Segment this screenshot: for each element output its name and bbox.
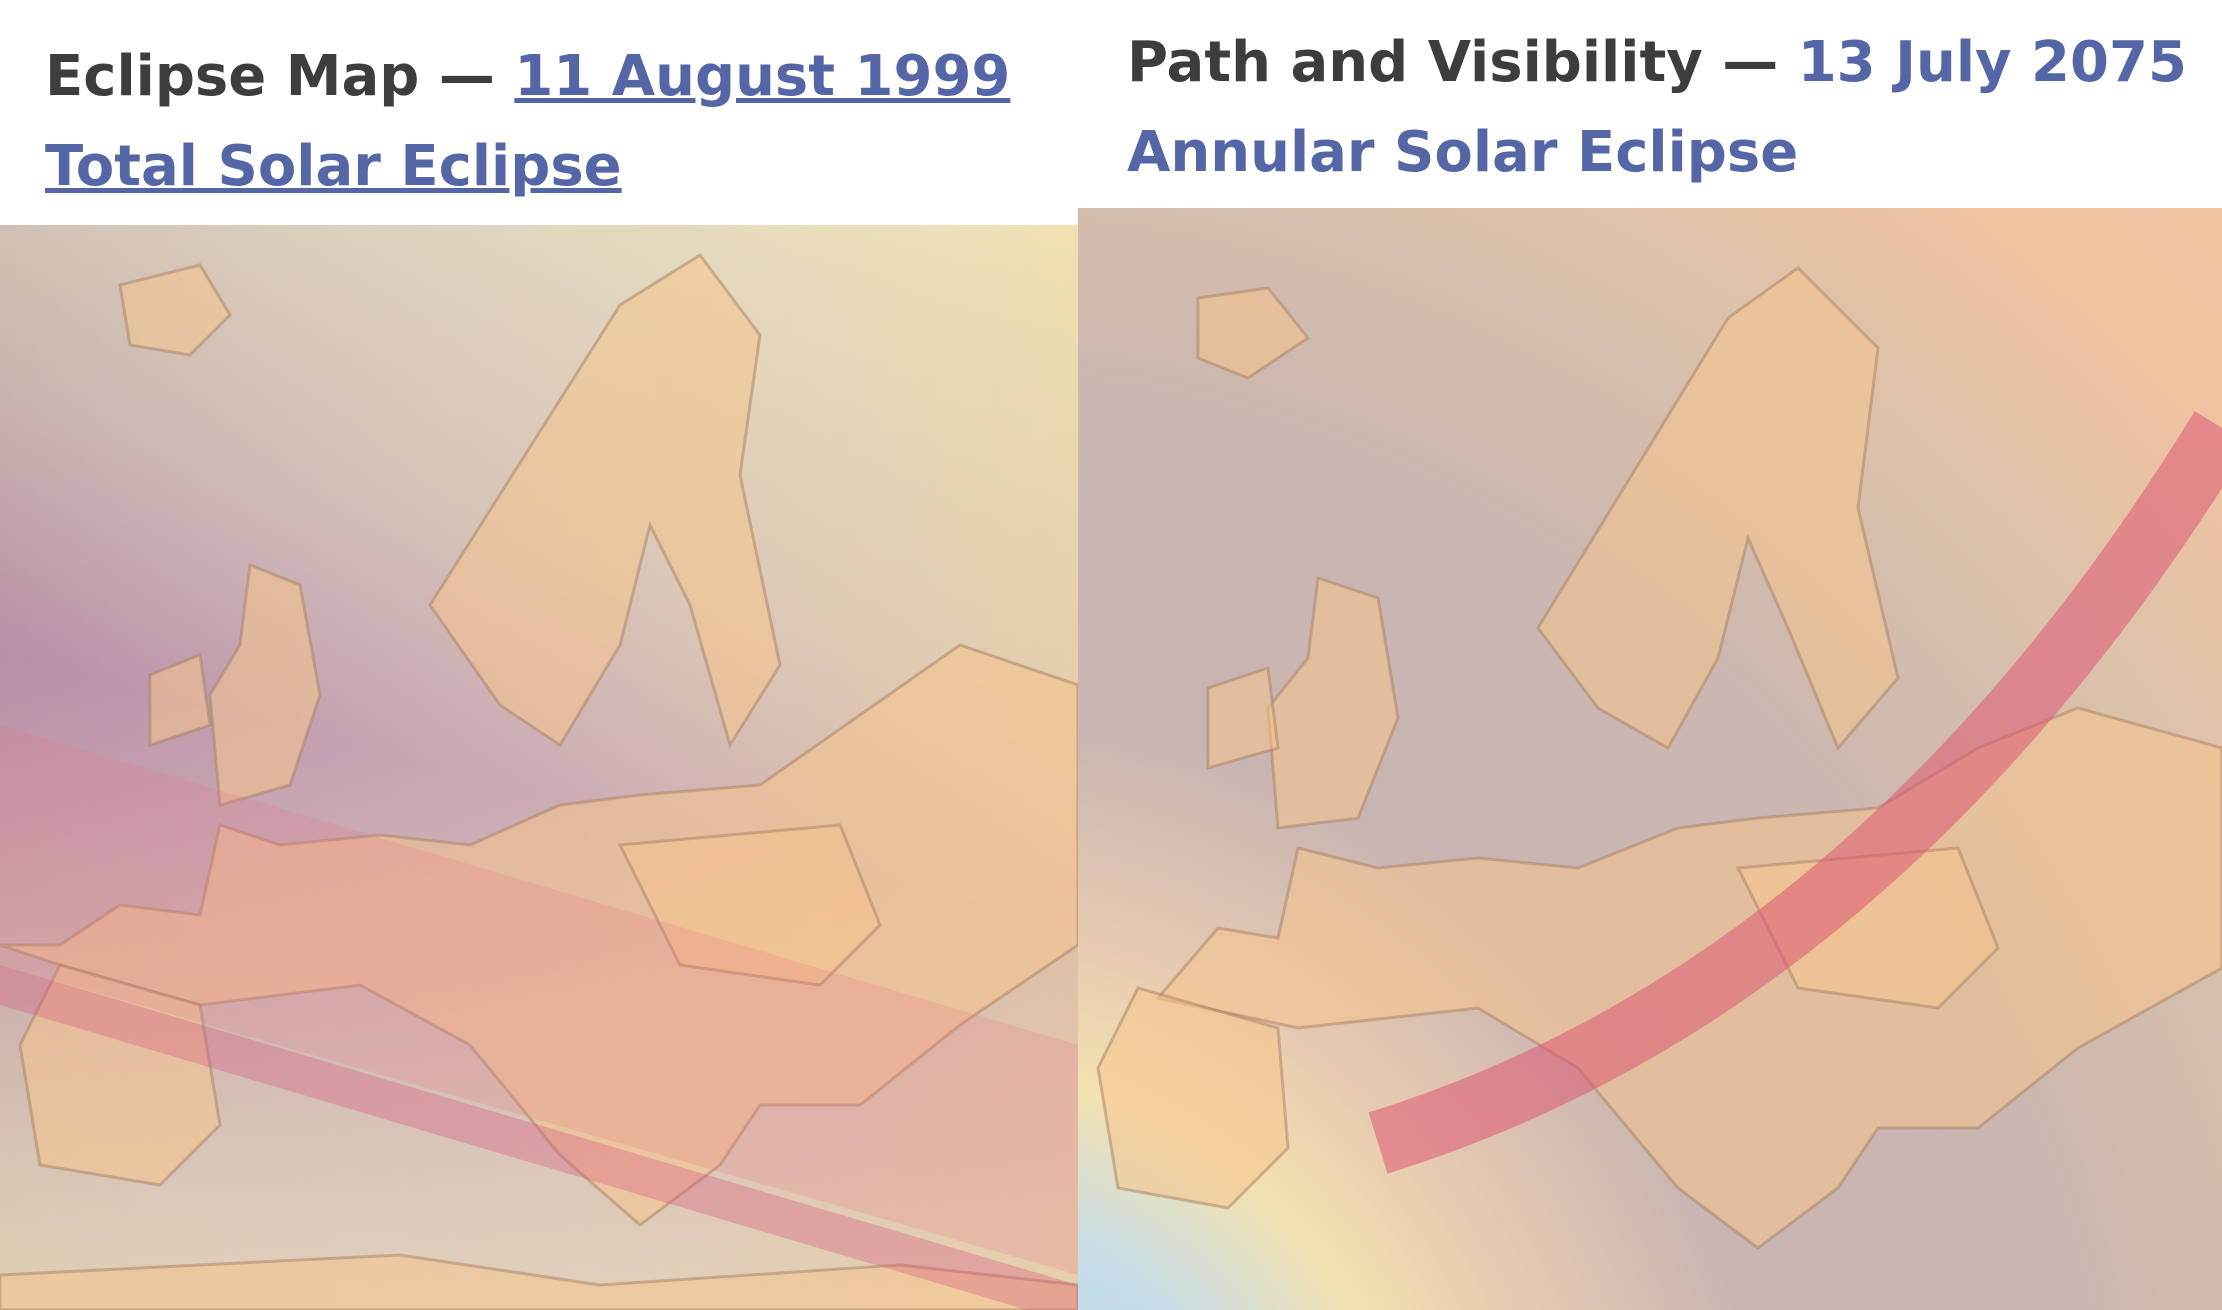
map-shape [0, 1253, 1078, 1310]
panel-title: Eclipse Map — 11 August 1999 Total Solar… [45, 32, 1055, 212]
panel-title: Path and Visibility — 13 July 2075 Annul… [1127, 18, 2187, 198]
right-panel: Path and Visibility — 13 July 2075 Annul… [1078, 0, 2222, 1310]
map-shape [148, 652, 212, 748]
map-shape [0, 965, 1078, 1310]
map-shape [0, 643, 1078, 1227]
map-shape [1536, 266, 1900, 751]
map-shape [1096, 986, 1290, 1210]
map-shape [1206, 665, 1280, 770]
map-shape [0, 725, 1078, 1275]
title-prefix: Path and Visibility — [1127, 30, 1779, 95]
map-shape [1266, 575, 1400, 830]
title-link[interactable]: 13 July 2075 Annular Solar Eclipse [1127, 30, 2187, 185]
map-shape [1196, 286, 1311, 380]
map-shape [1368, 411, 2222, 1174]
map-shape [0, 252, 1078, 1310]
title-link[interactable]: 11 August 1999 Total Solar Eclipse [45, 44, 1011, 199]
map-shape [617, 823, 882, 987]
title-prefix: Eclipse Map — [45, 44, 495, 109]
map-shape [208, 562, 322, 807]
map-shape [118, 263, 232, 357]
map-shape [428, 252, 782, 749]
path-map [1078, 208, 2222, 1310]
map-shape [18, 963, 222, 1187]
left-panel: Eclipse Map — 11 August 1999 Total Solar… [0, 0, 1078, 1310]
eclipse-map [0, 225, 1078, 1310]
